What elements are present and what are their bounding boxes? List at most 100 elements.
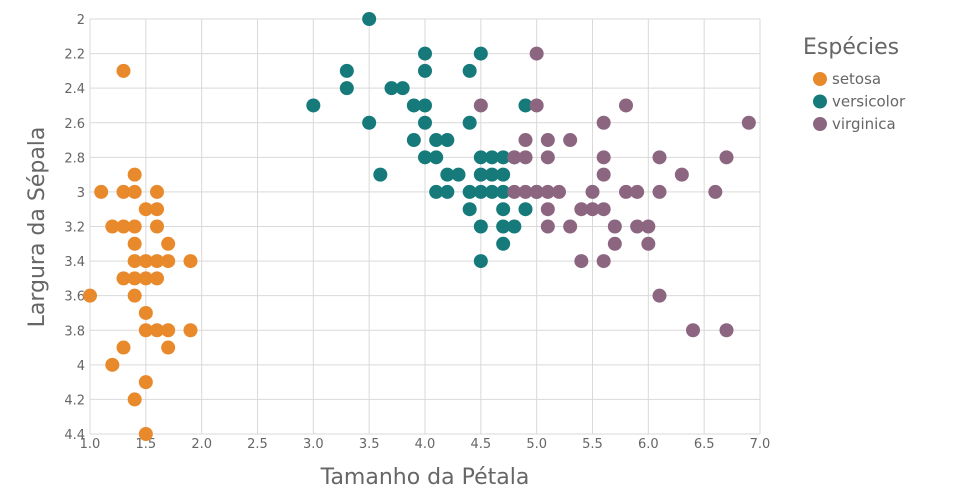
data-point-virginica bbox=[529, 184, 544, 199]
data-point-versicolor bbox=[451, 167, 466, 182]
data-point-virginica bbox=[596, 254, 611, 269]
data-point-versicolor bbox=[462, 184, 477, 199]
y-tick-label: 2.2 bbox=[64, 48, 85, 63]
data-point-setosa bbox=[116, 340, 131, 355]
data-point-versicolor bbox=[418, 46, 432, 61]
data-point-virginica bbox=[529, 98, 544, 113]
data-point-virginica bbox=[596, 115, 611, 130]
data-point-versicolor bbox=[496, 150, 511, 165]
y-tick-label: 2 bbox=[77, 13, 85, 28]
data-point-virginica bbox=[518, 133, 533, 148]
data-point-virginica bbox=[619, 184, 633, 199]
y-axis-title: Largura da Sépala bbox=[25, 127, 50, 328]
data-point-virginica bbox=[585, 184, 600, 199]
data-point-setosa bbox=[150, 202, 164, 217]
legend-marker-virginica bbox=[813, 117, 827, 131]
data-point-versicolor bbox=[485, 184, 499, 199]
data-point-virginica bbox=[473, 98, 488, 113]
legend-label-virginica: virginica bbox=[832, 115, 896, 133]
data-point-setosa bbox=[150, 323, 164, 338]
data-point-setosa bbox=[161, 323, 176, 338]
data-point-virginica bbox=[630, 184, 645, 199]
y-tick-label: 2.4 bbox=[64, 82, 85, 97]
data-point-versicolor bbox=[418, 150, 432, 165]
x-tick-label: 6.5 bbox=[694, 437, 715, 452]
data-point-virginica bbox=[741, 115, 756, 130]
data-point-virginica bbox=[563, 219, 578, 234]
data-point-virginica bbox=[529, 46, 544, 61]
data-point-virginica bbox=[619, 98, 633, 113]
data-point-virginica bbox=[607, 219, 622, 234]
data-point-versicolor bbox=[496, 184, 511, 199]
data-point-virginica bbox=[596, 150, 611, 165]
data-point-virginica bbox=[674, 167, 689, 182]
data-point-virginica bbox=[630, 219, 645, 234]
y-tick-label: 3.2 bbox=[64, 221, 85, 236]
data-point-versicolor bbox=[362, 115, 377, 130]
data-point-setosa bbox=[105, 219, 120, 234]
data-point-versicolor bbox=[496, 167, 511, 182]
y-tick-labels: 2 2.2 2.4 2.6 2.8 3 3.2 3.4 3.6 3.8 4 4.2 4.4 bbox=[64, 13, 85, 443]
data-point-versicolor bbox=[462, 63, 477, 78]
data-point-virginica bbox=[507, 184, 522, 199]
grid bbox=[89, 18, 761, 435]
data-point-setosa bbox=[183, 323, 198, 338]
data-point-setosa bbox=[161, 254, 176, 269]
x-tick-label: 2.0 bbox=[191, 437, 212, 452]
y-tick-label: 2.6 bbox=[64, 117, 85, 132]
data-point-versicolor bbox=[507, 219, 522, 234]
y-tick-label: 4.4 bbox=[64, 428, 85, 443]
data-point-virginica bbox=[641, 219, 656, 234]
data-point-setosa bbox=[150, 254, 164, 269]
data-point-versicolor bbox=[440, 184, 455, 199]
x-tick-label: 1.0 bbox=[80, 437, 101, 452]
data-point-setosa bbox=[138, 323, 153, 338]
x-axis-title: Tamanho da Pétala bbox=[320, 465, 530, 490]
data-point-versicolor bbox=[429, 150, 444, 165]
legend-marker-setosa bbox=[813, 72, 827, 86]
data-point-virginica bbox=[563, 133, 578, 148]
data-point-virginica bbox=[574, 254, 589, 269]
data-point-versicolor bbox=[418, 98, 432, 113]
data-point-setosa bbox=[138, 254, 153, 269]
data-point-versicolor bbox=[462, 115, 477, 130]
data-point-setosa bbox=[183, 254, 198, 269]
x-tick-labels: 1.0 1.5 2.0 2.5 3.0 3.5 4.0 4.5 5.0 5.5 6.0 6.5 7.0 bbox=[80, 437, 771, 452]
data-point-setosa bbox=[127, 288, 142, 303]
data-point-setosa bbox=[138, 202, 153, 217]
data-point-virginica bbox=[585, 202, 600, 217]
data-point-setosa bbox=[127, 271, 142, 286]
y-tick-label: 3 bbox=[77, 186, 85, 201]
x-tick-label: 5.5 bbox=[582, 437, 603, 452]
x-tick-label: 3.0 bbox=[303, 437, 324, 452]
data-point-virginica bbox=[686, 323, 700, 338]
y-tick-label: 4.2 bbox=[64, 393, 85, 408]
data-point-versicolor bbox=[406, 133, 421, 148]
data-point-setosa bbox=[127, 254, 142, 269]
data-point-versicolor bbox=[384, 81, 399, 96]
data-point-versicolor bbox=[473, 219, 488, 234]
x-tick-label: 2.5 bbox=[247, 437, 268, 452]
data-point-virginica bbox=[708, 184, 723, 199]
data-point-virginica bbox=[719, 323, 734, 338]
legend-label-versicolor: versicolor bbox=[832, 93, 906, 111]
data-point-setosa bbox=[83, 288, 97, 303]
data-point-virginica bbox=[641, 236, 656, 251]
data-point-versicolor bbox=[462, 202, 477, 217]
data-point-virginica bbox=[540, 219, 555, 234]
data-point-virginica bbox=[607, 236, 622, 251]
data-point-versicolor bbox=[473, 184, 488, 199]
x-tick-label: 6.0 bbox=[638, 437, 659, 452]
data-point-setosa bbox=[150, 184, 164, 199]
data-point-versicolor bbox=[485, 167, 499, 182]
legend: Espécies setosa versicolor virginica bbox=[803, 35, 906, 133]
x-tick-label: 7.0 bbox=[750, 437, 771, 452]
data-point-versicolor bbox=[418, 63, 432, 78]
data-point-versicolor bbox=[362, 12, 377, 26]
x-tick-label: 1.5 bbox=[135, 437, 156, 452]
series-setosa bbox=[83, 63, 198, 441]
data-point-setosa bbox=[127, 184, 142, 199]
data-point-versicolor bbox=[339, 81, 354, 96]
data-point-versicolor bbox=[496, 236, 511, 251]
data-point-versicolor bbox=[429, 133, 444, 148]
